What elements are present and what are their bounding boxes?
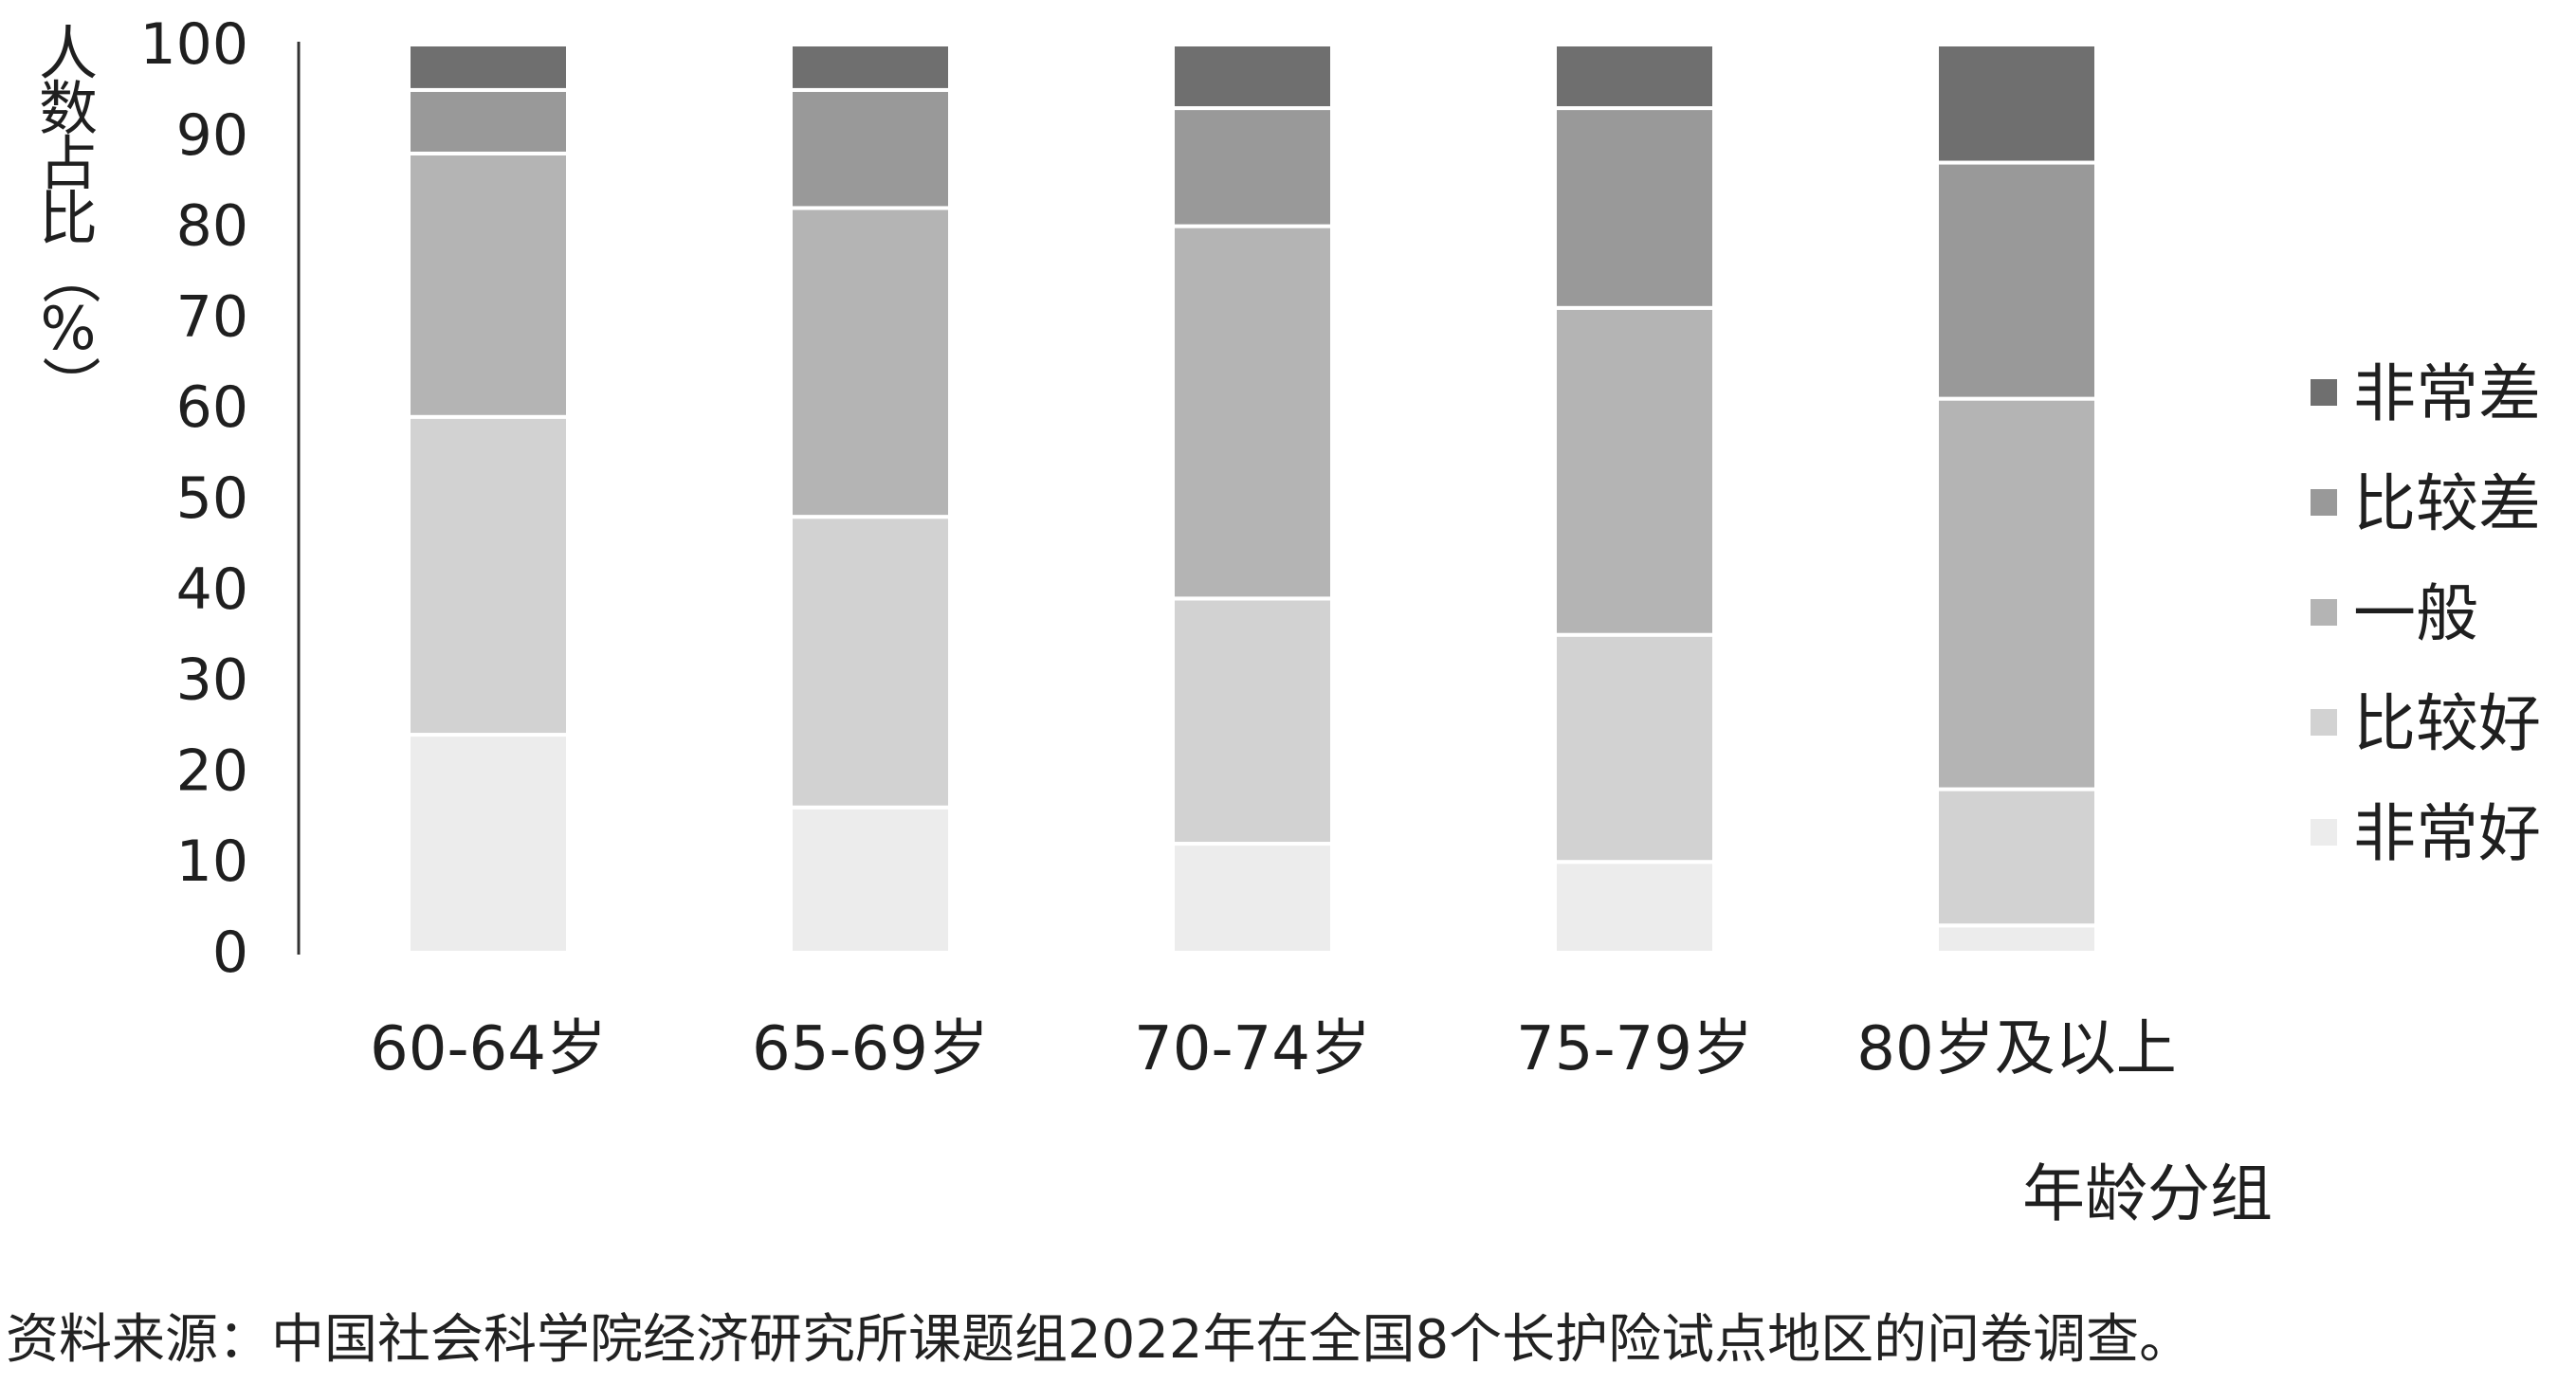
bar-segment bbox=[407, 87, 570, 155]
y-axis-label-char: （ bbox=[35, 246, 104, 304]
bar-segment bbox=[1935, 160, 2098, 401]
bar-segment bbox=[1553, 860, 1716, 956]
y-tick-label: 20 bbox=[176, 738, 248, 804]
bar-segment bbox=[1171, 596, 1334, 847]
bar-segment bbox=[789, 87, 952, 210]
bar-segment bbox=[407, 43, 570, 92]
bar-segment bbox=[1935, 787, 2098, 928]
x-tick-label: 80岁及以上 bbox=[1856, 1014, 2176, 1084]
bar-segment bbox=[1171, 43, 1334, 111]
x-tick-label: 75-79岁 bbox=[1516, 1014, 1753, 1084]
legend-label: 一般 bbox=[2353, 577, 2478, 650]
y-axis-ticks: 0 10 20 30 40 50 60 70 80 90 100 bbox=[139, 11, 248, 986]
x-tick-label: 65-69岁 bbox=[752, 1014, 989, 1084]
y-tick-label: 10 bbox=[176, 829, 248, 895]
y-axis-label-char: ） bbox=[35, 355, 104, 414]
bar-segment bbox=[789, 515, 952, 810]
y-tick-label: 60 bbox=[176, 374, 248, 441]
y-axis-label-char: 人 bbox=[39, 19, 98, 88]
x-axis-category-labels: 60-64岁 65-69岁 70-74岁 75-79岁 80岁及以上 bbox=[370, 1014, 2177, 1084]
legend-label: 非常差 bbox=[2353, 357, 2541, 430]
bar-segment bbox=[407, 151, 570, 419]
y-axis-label-char: 占 bbox=[39, 129, 98, 198]
bar-segment bbox=[1553, 305, 1716, 637]
y-tick-label: 40 bbox=[176, 556, 248, 623]
y-tick-label: 30 bbox=[176, 647, 248, 714]
legend-swatch bbox=[2311, 379, 2337, 406]
bar-segment bbox=[407, 733, 570, 956]
x-tick-label: 70-74岁 bbox=[1134, 1014, 1371, 1084]
legend-swatch bbox=[2311, 709, 2337, 736]
legend-label: 非常好 bbox=[2353, 797, 2541, 870]
bar-segment bbox=[1935, 396, 2098, 792]
bar-segment bbox=[407, 414, 570, 738]
source-note: 资料来源：中国社会科学院经济研究所课题组2022年在全国8个长护险试点地区的问卷… bbox=[6, 1309, 2193, 1371]
bar-segment bbox=[789, 43, 952, 92]
legend-swatch bbox=[2311, 489, 2337, 516]
bars bbox=[407, 43, 2098, 956]
bar-segment bbox=[1935, 923, 2098, 956]
y-tick-label: 70 bbox=[176, 283, 248, 350]
y-tick-label: 90 bbox=[176, 102, 248, 169]
y-tick-label: 100 bbox=[139, 11, 248, 78]
bar-segment bbox=[1553, 106, 1716, 310]
bar-segment bbox=[1553, 632, 1716, 865]
y-axis-label-char: 数 bbox=[39, 74, 98, 143]
bar-segment bbox=[789, 206, 952, 519]
y-tick-label: 0 bbox=[212, 920, 248, 986]
bar-segment bbox=[1171, 842, 1334, 955]
y-tick-label: 50 bbox=[176, 465, 248, 532]
bar-segment bbox=[789, 805, 952, 955]
y-axis-label-char: 比 bbox=[39, 184, 98, 253]
bar-segment bbox=[1171, 224, 1334, 601]
bar-segment bbox=[1935, 43, 2098, 165]
bar-segment bbox=[1171, 106, 1334, 228]
x-tick-label: 60-64岁 bbox=[370, 1014, 607, 1084]
legend-swatch bbox=[2311, 819, 2337, 846]
y-axis-label-char: % bbox=[41, 294, 97, 363]
bar-segment bbox=[1553, 43, 1716, 111]
legend-label: 比较好 bbox=[2353, 687, 2541, 760]
x-axis-label: 年龄分组 bbox=[2022, 1157, 2273, 1230]
legend-swatch bbox=[2311, 599, 2337, 626]
y-tick-label: 80 bbox=[176, 193, 248, 260]
legend-label: 比较差 bbox=[2353, 467, 2541, 540]
